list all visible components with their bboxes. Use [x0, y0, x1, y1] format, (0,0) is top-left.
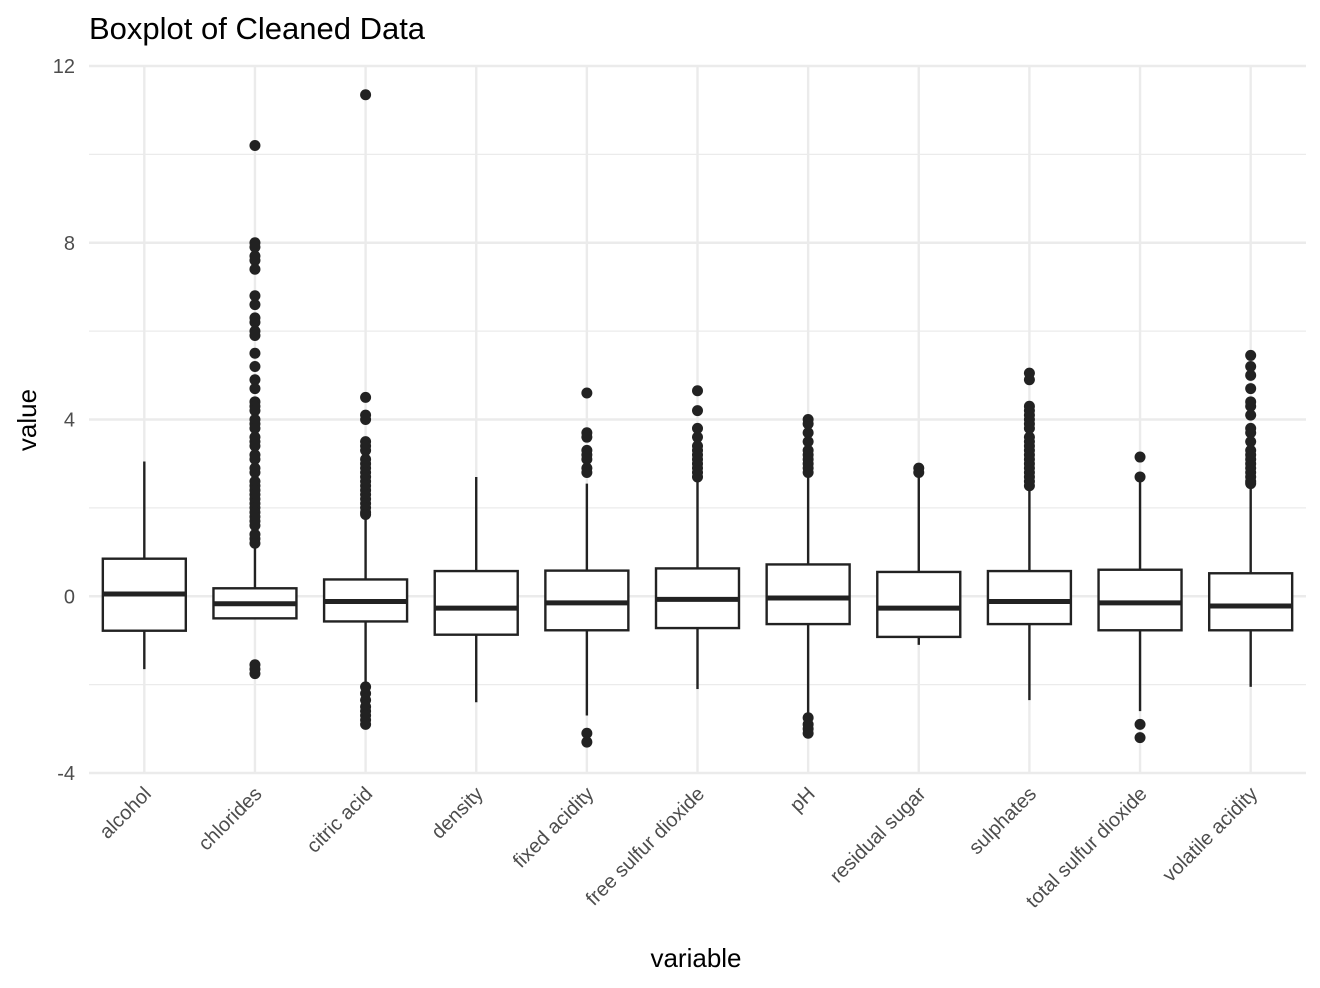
box-iqr	[1207, 572, 1294, 632]
outlier-point	[249, 440, 261, 452]
outlier-point	[360, 444, 372, 456]
outlier-point	[1245, 478, 1257, 490]
outlier-point	[581, 467, 593, 479]
box-volatile-acidity	[1207, 349, 1294, 687]
x-tick-label: volatile acidity	[1159, 783, 1263, 887]
boxplot-series	[101, 89, 1294, 748]
y-axis-ticks: -4 0 4 8 12	[53, 56, 75, 785]
y-tick-label: 4	[64, 410, 75, 432]
outlier-point	[360, 414, 372, 425]
outlier-point	[913, 467, 925, 479]
outlier-point	[249, 453, 261, 465]
box-total-sulfur-dioxide	[1097, 451, 1183, 744]
x-tick-label: citric acid	[303, 783, 378, 858]
x-tick-label: residual sugar	[826, 783, 931, 888]
outlier-point	[1245, 349, 1257, 361]
outlier-point	[1134, 451, 1146, 463]
box-pH	[765, 414, 851, 739]
box-chlorides	[212, 140, 298, 680]
outlier-point	[249, 467, 261, 479]
outlier-point	[249, 405, 261, 417]
box-density	[433, 476, 519, 703]
outlier-point	[249, 299, 261, 311]
outlier-point	[249, 330, 261, 342]
x-tick-label: chlorides	[194, 783, 266, 855]
outlier-point	[249, 520, 261, 532]
y-axis-title: value	[12, 389, 42, 451]
outlier-point	[249, 241, 261, 253]
outlier-point	[802, 727, 814, 739]
outlier-point	[360, 391, 372, 403]
outlier-point	[249, 537, 261, 549]
x-tick-label: density	[427, 783, 487, 843]
outlier-point	[360, 509, 372, 521]
x-tick-label: alcohol	[95, 783, 155, 843]
outlier-point	[1023, 480, 1035, 492]
y-tick-label: 12	[53, 56, 75, 78]
x-tick-label: free sulfur dioxide	[582, 783, 709, 910]
outlier-point	[581, 387, 593, 399]
outlier-point	[360, 718, 372, 730]
outlier-point	[692, 405, 703, 417]
outlier-point	[692, 422, 703, 434]
box-residual-sugar	[876, 462, 962, 645]
outlier-point	[802, 467, 814, 479]
box-iqr	[1097, 568, 1183, 632]
outlier-point	[1134, 718, 1146, 730]
box-iqr	[986, 569, 1073, 626]
box-fixed-acidity	[544, 387, 630, 748]
outlier-point	[249, 254, 261, 266]
x-tick-label: sulphates	[965, 783, 1041, 859]
outlier-point	[360, 89, 372, 101]
outlier-point	[692, 471, 703, 483]
x-tick-label: total sulfur dioxide	[1022, 783, 1152, 913]
outlier-point	[249, 422, 261, 434]
outlier-point	[249, 360, 261, 372]
outlier-point	[1023, 422, 1035, 434]
box-citric-acid	[322, 89, 409, 730]
box-iqr	[765, 563, 851, 626]
outlier-point	[249, 140, 261, 152]
outlier-point	[249, 263, 261, 275]
box-iqr	[876, 570, 962, 639]
x-axis-ticks: alcohol chlorides citric acid density fixed …	[95, 783, 1262, 913]
x-axis-title: variable	[650, 943, 741, 973]
y-tick-label: 0	[64, 586, 75, 608]
outlier-point	[802, 436, 814, 448]
outlier-point	[249, 383, 261, 395]
box-free-sulfur-dioxide	[654, 385, 741, 690]
outlier-point	[1245, 360, 1257, 372]
outlier-point	[249, 374, 261, 386]
outlier-point	[1245, 400, 1257, 412]
outlier-point	[249, 347, 261, 359]
outlier-point	[1245, 409, 1257, 421]
outlier-point	[1245, 383, 1257, 395]
outlier-point	[249, 290, 261, 302]
outlier-point	[802, 427, 814, 439]
outlier-point	[581, 727, 593, 739]
outlier-point	[581, 453, 593, 465]
x-tick-label: pH	[786, 783, 820, 817]
outlier-point	[692, 385, 703, 397]
outlier-point	[581, 736, 593, 748]
outlier-point	[802, 418, 814, 430]
outlier-point	[1023, 374, 1035, 386]
outlier-point	[249, 316, 261, 328]
outlier-point	[249, 668, 261, 680]
outlier-point	[1245, 427, 1257, 439]
box-sulphates	[986, 367, 1073, 701]
outlier-point	[581, 431, 593, 443]
outlier-point	[1134, 471, 1146, 483]
outlier-point	[1134, 732, 1146, 744]
box-iqr	[433, 569, 519, 636]
outlier-point	[1245, 369, 1257, 381]
outlier-point	[1245, 436, 1257, 448]
box-alcohol	[101, 461, 188, 670]
y-tick-label: 8	[64, 233, 75, 255]
x-tick-label: fixed acidity	[509, 783, 598, 872]
y-tick-label: -4	[57, 763, 75, 785]
chart-title: Boxplot of Cleaned Data	[89, 11, 426, 46]
outlier-point	[692, 431, 703, 443]
